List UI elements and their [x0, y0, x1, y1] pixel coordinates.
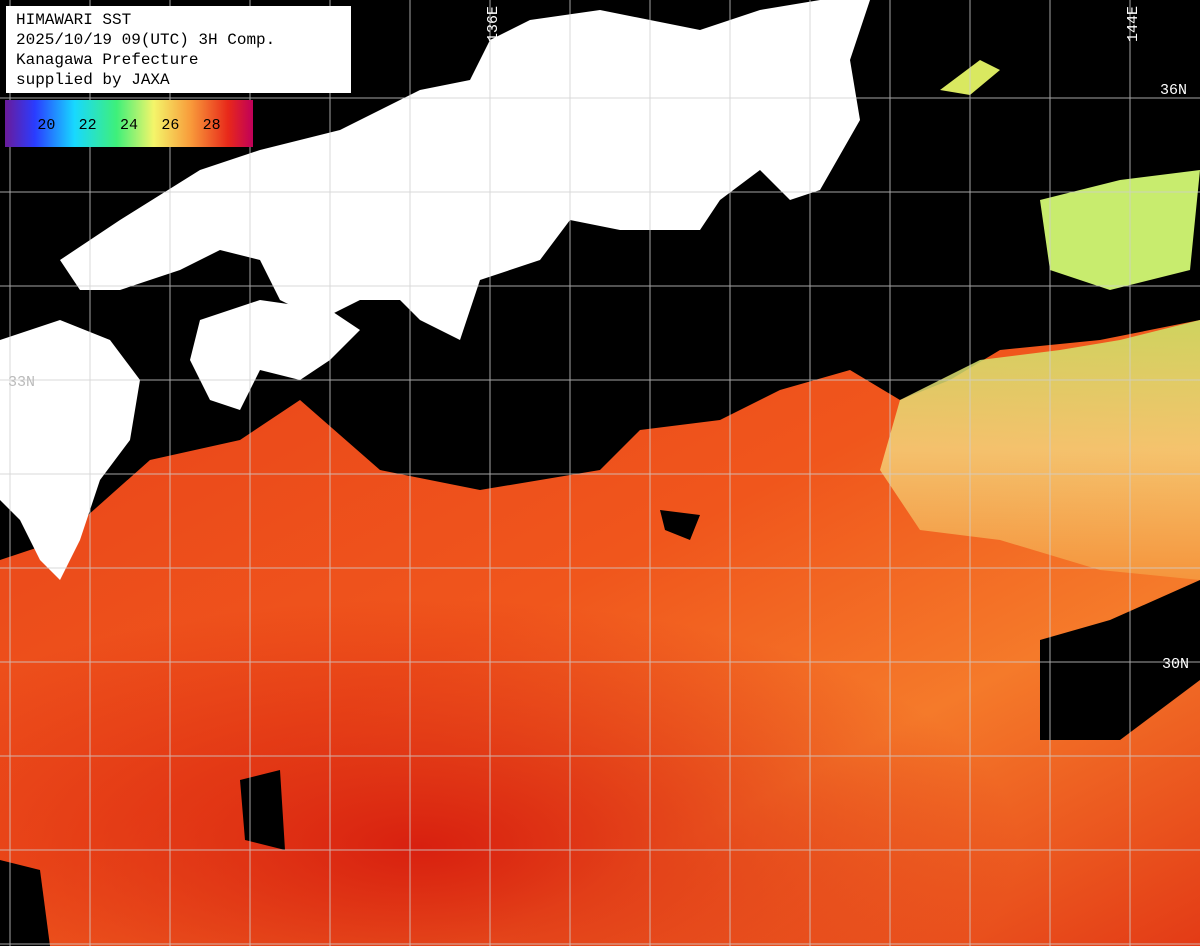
header-line: 2025/10/19 09(UTC) 3H Comp. — [16, 31, 275, 49]
colorbar-label: 28 — [203, 117, 221, 134]
cloud-gap — [0, 860, 50, 946]
longitude-label: 144E — [1125, 6, 1142, 42]
cloud-gap — [660, 510, 700, 540]
colorbar-label: 20 — [37, 117, 55, 134]
header-box — [6, 6, 351, 93]
latitude-label: 33N — [8, 374, 35, 391]
cloud-gap — [1040, 580, 1200, 740]
land-honshu — [60, 0, 870, 340]
colorbar-label: 24 — [120, 117, 138, 134]
cool-water — [880, 320, 1200, 580]
header-line: supplied by JAXA — [16, 71, 170, 89]
longitude-label: 136E — [485, 6, 502, 42]
colorbar-ticks: 20 22 24 26 28 — [37, 117, 220, 134]
header-line: Kanagawa Prefecture — [16, 51, 198, 69]
colorbar-label: 22 — [79, 117, 97, 134]
colorbar — [5, 100, 253, 147]
cool-patch — [1040, 170, 1200, 290]
land-kyushu — [0, 320, 140, 580]
latitude-label: 36N — [1160, 82, 1187, 99]
colorbar-label: 26 — [161, 117, 179, 134]
cloud-gap — [240, 770, 285, 850]
land-shikoku — [190, 300, 360, 410]
latitude-label: 30N — [1162, 656, 1189, 673]
header-line: HIMAWARI SST — [16, 11, 131, 29]
header: HIMAWARI SST 2025/10/19 09(UTC) 3H Comp. K… — [16, 11, 275, 89]
